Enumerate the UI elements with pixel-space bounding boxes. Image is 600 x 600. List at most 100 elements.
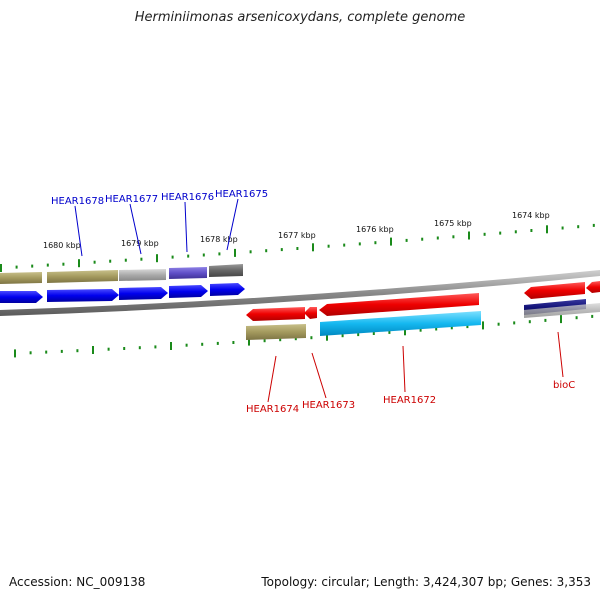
- gene-arrow-hear1673[interactable]: [304, 307, 317, 319]
- ruler-lower-major-tick: [14, 349, 16, 358]
- ruler-lower-minor-tick: [357, 333, 360, 337]
- ruler-lower-minor-tick: [107, 347, 110, 351]
- ruler-lower-minor-tick: [450, 326, 453, 330]
- gene-label-hear1674[interactable]: HEAR1674: [246, 404, 299, 415]
- ruler-upper-minor-tick: [140, 257, 143, 261]
- ruler-lower-minor-tick: [185, 343, 188, 347]
- accession-text: Accession: NC_009138: [9, 575, 146, 589]
- ruler-upper-minor-tick: [93, 260, 96, 264]
- ruler-upper-minor-tick: [592, 223, 595, 227]
- ruler-lower-minor-tick: [60, 349, 63, 353]
- ruler-upper-minor-tick: [187, 254, 190, 258]
- feature-bar-olive-left: [0, 272, 42, 284]
- ruler-lower-minor-tick: [123, 347, 126, 350]
- ruler-lower-minor-tick: [279, 338, 282, 342]
- gene-label-hear1673[interactable]: HEAR1673: [302, 400, 355, 411]
- ruler-upper-minor-tick: [124, 258, 127, 262]
- ruler-lower-major-tick: [560, 315, 562, 324]
- ruler-lower-minor-tick: [45, 350, 48, 354]
- gene-label-hear1677[interactable]: HEAR1677: [105, 194, 158, 205]
- gene-label-hear1675[interactable]: HEAR1675: [215, 189, 268, 200]
- ruler-lower-minor-tick: [232, 341, 235, 344]
- ruler-lower-minor-tick: [419, 328, 422, 332]
- ruler-lower-major-tick: [248, 337, 250, 346]
- ruler-lower-minor-tick: [154, 345, 157, 349]
- ruler-lower-major-tick: [92, 346, 94, 354]
- ruler-upper-major-tick: [390, 237, 392, 246]
- ruler-lower-minor-tick: [29, 351, 32, 355]
- ruler-lower-minor-tick: [466, 325, 469, 329]
- lower-gene-track: [246, 281, 600, 321]
- gene-arrow-bioc[interactable]: [524, 282, 585, 299]
- ruler-lower-ticks: [14, 314, 594, 358]
- ruler-lower-minor-tick: [497, 322, 500, 326]
- ruler-upper-minor-tick: [577, 225, 580, 229]
- lower-cog-track: [246, 299, 600, 340]
- gene-arrow-hear1677[interactable]: [119, 287, 168, 300]
- ruler-upper-minor-tick: [46, 263, 49, 267]
- gene-arrow-hear1674[interactable]: [246, 307, 305, 321]
- gene-label-hear1678[interactable]: HEAR1678: [51, 196, 104, 207]
- ruler-lower-minor-tick: [513, 321, 516, 325]
- genome-title: Herminiimonas arsenicoxydans, complete g…: [134, 10, 466, 25]
- feature-bar-darkgrey: [209, 264, 243, 277]
- gene-label-hear1676[interactable]: HEAR1676: [161, 192, 214, 203]
- ruler-lower-minor-tick: [138, 346, 141, 350]
- feature-bar-purple: [169, 267, 207, 279]
- ruler-upper-minor-tick: [31, 264, 34, 268]
- ruler-upper-minor-tick: [499, 231, 502, 235]
- ruler-upper-minor-tick: [561, 226, 564, 230]
- ruler-lower-minor-tick: [575, 316, 578, 320]
- ruler-lower-minor-tick: [216, 341, 219, 345]
- ruler-lower-minor-tick: [263, 339, 266, 343]
- ruler-upper-major-tick: [156, 254, 158, 263]
- ruler-upper-minor-tick: [452, 235, 455, 239]
- ruler-upper-minor-tick: [280, 248, 283, 252]
- ruler-upper-minor-tick: [421, 237, 424, 241]
- ruler-label-1674: 1674 kbp: [512, 211, 550, 220]
- ruler-upper-minor-tick: [483, 232, 486, 236]
- ruler-upper-ticks: [0, 223, 595, 272]
- ruler-upper-minor-tick: [249, 250, 252, 254]
- ruler-lower-minor-tick: [372, 332, 375, 335]
- genome-summary-text: Topology: circular; Length: 3,424,307 bp…: [261, 575, 591, 589]
- ruler-lower-minor-tick: [201, 342, 204, 346]
- gene-arrow-hear1675[interactable]: [210, 283, 245, 296]
- gene-label-hear1672[interactable]: HEAR1672: [383, 395, 436, 406]
- ruler-label-1677: 1677 kbp: [278, 231, 316, 240]
- ruler-lower-minor-tick: [310, 336, 313, 340]
- ruler-upper-minor-tick: [296, 247, 299, 250]
- ruler-upper-major-tick: [312, 243, 314, 252]
- ruler-label-1676: 1676 kbp: [356, 225, 394, 234]
- feature-bar-grey-lower: [524, 303, 600, 318]
- gene-arrow-hear1672[interactable]: [319, 293, 479, 316]
- ruler-lower-minor-tick: [76, 349, 79, 353]
- ruler-upper-major-tick: [546, 225, 548, 234]
- feature-bar-olive: [47, 270, 118, 283]
- ruler-upper-minor-tick: [109, 259, 112, 263]
- ruler-lower-minor-tick: [544, 318, 547, 322]
- ruler-upper-major-tick: [234, 248, 236, 257]
- gene-label-bioc[interactable]: bioC: [553, 380, 575, 391]
- ruler-lower-major-tick: [326, 332, 328, 341]
- ruler-lower-minor-tick: [591, 314, 594, 318]
- ruler-label-1675: 1675 kbp: [434, 219, 472, 228]
- gene-arrow-hear1678[interactable]: [47, 289, 119, 302]
- gene-arrow-hear1678-left[interactable]: [0, 291, 43, 303]
- ruler-label-1678: 1678 kbp: [200, 235, 238, 244]
- gene-arrow-right-edge[interactable]: [586, 281, 600, 293]
- feature-bar-grey: [119, 269, 166, 281]
- ruler-upper-minor-tick: [265, 249, 268, 253]
- ruler-lower-minor-tick: [388, 330, 391, 334]
- upper-gene-track: [0, 283, 245, 303]
- ruler-upper-major-tick: [78, 259, 80, 268]
- ruler-upper-minor-tick: [436, 236, 439, 240]
- ruler-lower-major-tick: [482, 321, 484, 330]
- gene-arrow-hear1676[interactable]: [169, 285, 208, 298]
- ruler-lower-minor-tick: [294, 337, 297, 341]
- upper-label-leaders: [74, 198, 239, 257]
- ruler-lower-minor-tick: [528, 320, 531, 324]
- ruler-lower-major-tick: [404, 327, 406, 336]
- ruler-label-1680: 1680 kbp: [43, 241, 81, 250]
